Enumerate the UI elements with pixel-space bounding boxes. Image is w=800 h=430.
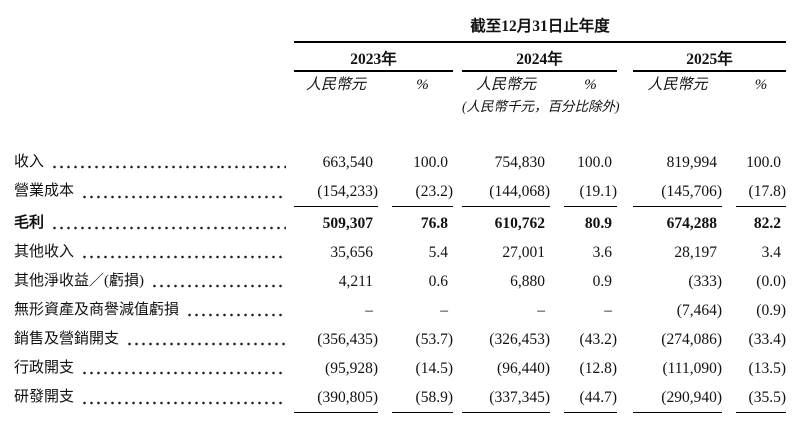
value-cell-2024: (337,345): [462, 383, 550, 413]
table-row-other-income: 其他收入 35,656 5.4 27,001 3.6 28,197 3.4: [0, 238, 786, 267]
table-row-cost-of-sales: 營業成本 (154,233) (23.2) (144,068) (19.1) (…: [0, 177, 786, 207]
value-cell-2023: 663,540: [322, 154, 373, 171]
percent-cell-2023: –: [440, 302, 448, 319]
value-cell-2024: 754,830: [494, 154, 545, 171]
table-subheader: 人民幣元 % 人民幣元 % 人民幣元 %: [0, 72, 786, 98]
percent-header-2024: %: [584, 77, 597, 93]
year-header-2024: 2024年: [462, 43, 617, 72]
value-cell-2023: 509,307: [322, 215, 373, 232]
unit-note: (人民幣千元，百分比除外): [462, 99, 620, 114]
percent-cell-2025: (13.5): [748, 360, 786, 377]
percent-cell-2024: (44.7): [564, 383, 617, 413]
percent-cell-2024: 100.0: [577, 154, 612, 171]
percent-cell-2023: (58.9): [392, 383, 453, 413]
value-cell-2024: 6,880: [510, 273, 545, 290]
dot-leader: [79, 238, 286, 267]
value-cell-2025: (290,940): [633, 383, 722, 413]
percent-cell-2024: 3.6: [592, 244, 612, 261]
row-label: 毛利: [14, 215, 45, 231]
table-row-other-net-gains-losses: 其他淨收益／(虧損) 4,211 0.6 6,880 0.9 (333) (0.…: [0, 267, 786, 296]
percent-cell-2023: 5.4: [428, 244, 448, 261]
value-cell-2025: (7,464): [676, 302, 722, 319]
percent-cell-2025: (35.5): [736, 383, 786, 413]
table-row-gross-profit: 毛利 509,307 76.8 610,762 80.9 674,288 82.…: [0, 209, 786, 238]
value-cell-2024: 610,762: [494, 215, 545, 232]
value-cell-2023: (356,435): [317, 331, 378, 348]
value-cell-2023: 4,211: [338, 273, 373, 290]
value-cell-2024: –: [537, 302, 545, 319]
row-label: 收入: [14, 154, 45, 170]
row-label: 行政開支: [14, 360, 75, 376]
percent-cell-2023: (53.7): [415, 331, 453, 348]
percent-cell-2025: 100.0: [746, 154, 781, 171]
dot-leader: [124, 325, 286, 354]
percent-cell-2025: (0.9): [756, 302, 786, 319]
percent-header-2023: %: [416, 77, 429, 93]
dot-leader: [79, 354, 286, 383]
year-header-2025: 2025年: [633, 43, 786, 72]
percent-cell-2023: (23.2): [392, 177, 453, 207]
value-cell-2025: 819,994: [666, 154, 717, 171]
value-cell-2024: 27,001: [502, 244, 545, 261]
percent-cell-2024: –: [604, 302, 612, 319]
table-row-administrative-expenses: 行政開支 (95,928) (14.5) (96,440) (12.8) (11…: [0, 354, 786, 383]
value-cell-2024: (326,453): [489, 331, 550, 348]
value-cell-2023: –: [365, 302, 373, 319]
value-cell-2024: (144,068): [462, 177, 550, 207]
row-label: 研發開支: [14, 389, 75, 405]
percent-cell-2025: 82.2: [753, 215, 781, 232]
percent-header-2025: %: [754, 77, 768, 93]
percent-cell-2024: (43.2): [579, 331, 617, 348]
dot-leader: [49, 209, 286, 238]
percent-cell-2025: 3.4: [761, 244, 781, 261]
percent-cell-2023: 100.0: [413, 154, 448, 171]
value-cell-2025: (274,086): [661, 331, 722, 348]
dot-leader: [49, 148, 286, 177]
dot-leader: [149, 267, 286, 296]
percent-cell-2023: 76.8: [420, 215, 448, 232]
percent-cell-2023: (14.5): [415, 360, 453, 377]
value-cell-2025: (333): [688, 273, 722, 290]
percent-cell-2024: 0.9: [592, 273, 612, 290]
value-cell-2025: 674,288: [666, 215, 717, 232]
table-row-impairment-losses: 無形資產及商譽減值虧損 – – – – (7,464) (0.9): [0, 296, 786, 325]
value-cell-2023: (390,805): [294, 383, 378, 413]
dot-leader: [79, 177, 286, 207]
value-cell-2023: 35,656: [330, 244, 373, 261]
income-statement-table: 截至12月31日止年度 2023年 2024年 2025年 人民幣元 % 人民幣…: [0, 13, 786, 413]
row-label: 其他收入: [14, 244, 75, 260]
value-cell-2025: 28,197: [674, 244, 717, 261]
percent-cell-2025: (33.4): [748, 331, 786, 348]
value-cell-2023: (95,928): [325, 360, 378, 377]
dot-leader: [184, 296, 286, 325]
year-header-2023: 2023年: [294, 43, 453, 72]
table-row-selling-marketing-expenses: 銷售及營銷開支 (356,435) (53.7) (326,453) (43.2…: [0, 325, 786, 354]
currency-header-2024: 人民幣元: [475, 77, 536, 93]
currency-header-2025: 人民幣元: [647, 77, 708, 93]
row-label: 其他淨收益／(虧損): [14, 273, 144, 289]
table-row-revenue: 收入 663,540 100.0 754,830 100.0 819,994 1…: [0, 148, 786, 177]
table-header-years: 2023年 2024年 2025年: [0, 43, 786, 72]
value-cell-2025: (145,706): [633, 177, 722, 207]
percent-cell-2023: 0.6: [428, 273, 448, 290]
value-cell-2023: (154,233): [294, 177, 378, 207]
table-header-period: 截至12月31日止年度: [0, 13, 786, 43]
percent-cell-2024: 80.9: [584, 215, 612, 232]
table-unit-note-row: (人民幣千元，百分比除外): [0, 98, 786, 118]
row-label: 營業成本: [14, 183, 75, 199]
row-label: 無形資產及商譽減值虧損: [14, 302, 180, 318]
period-title: 截至12月31日止年度: [294, 13, 786, 43]
percent-cell-2025: (17.8): [736, 177, 786, 207]
value-cell-2024: (96,440): [497, 360, 550, 377]
percent-cell-2025: (0.0): [756, 273, 786, 290]
percent-cell-2024: (12.8): [579, 360, 617, 377]
value-cell-2025: (111,090): [662, 360, 722, 377]
dot-leader: [79, 383, 286, 413]
row-label: 銷售及營銷開支: [14, 331, 120, 347]
currency-header-2023: 人民幣元: [305, 77, 366, 93]
percent-cell-2024: (19.1): [564, 177, 617, 207]
table-row-rd-expenses: 研發開支 (390,805) (58.9) (337,345) (44.7) (…: [0, 383, 786, 413]
header-body-gap: [0, 118, 786, 148]
